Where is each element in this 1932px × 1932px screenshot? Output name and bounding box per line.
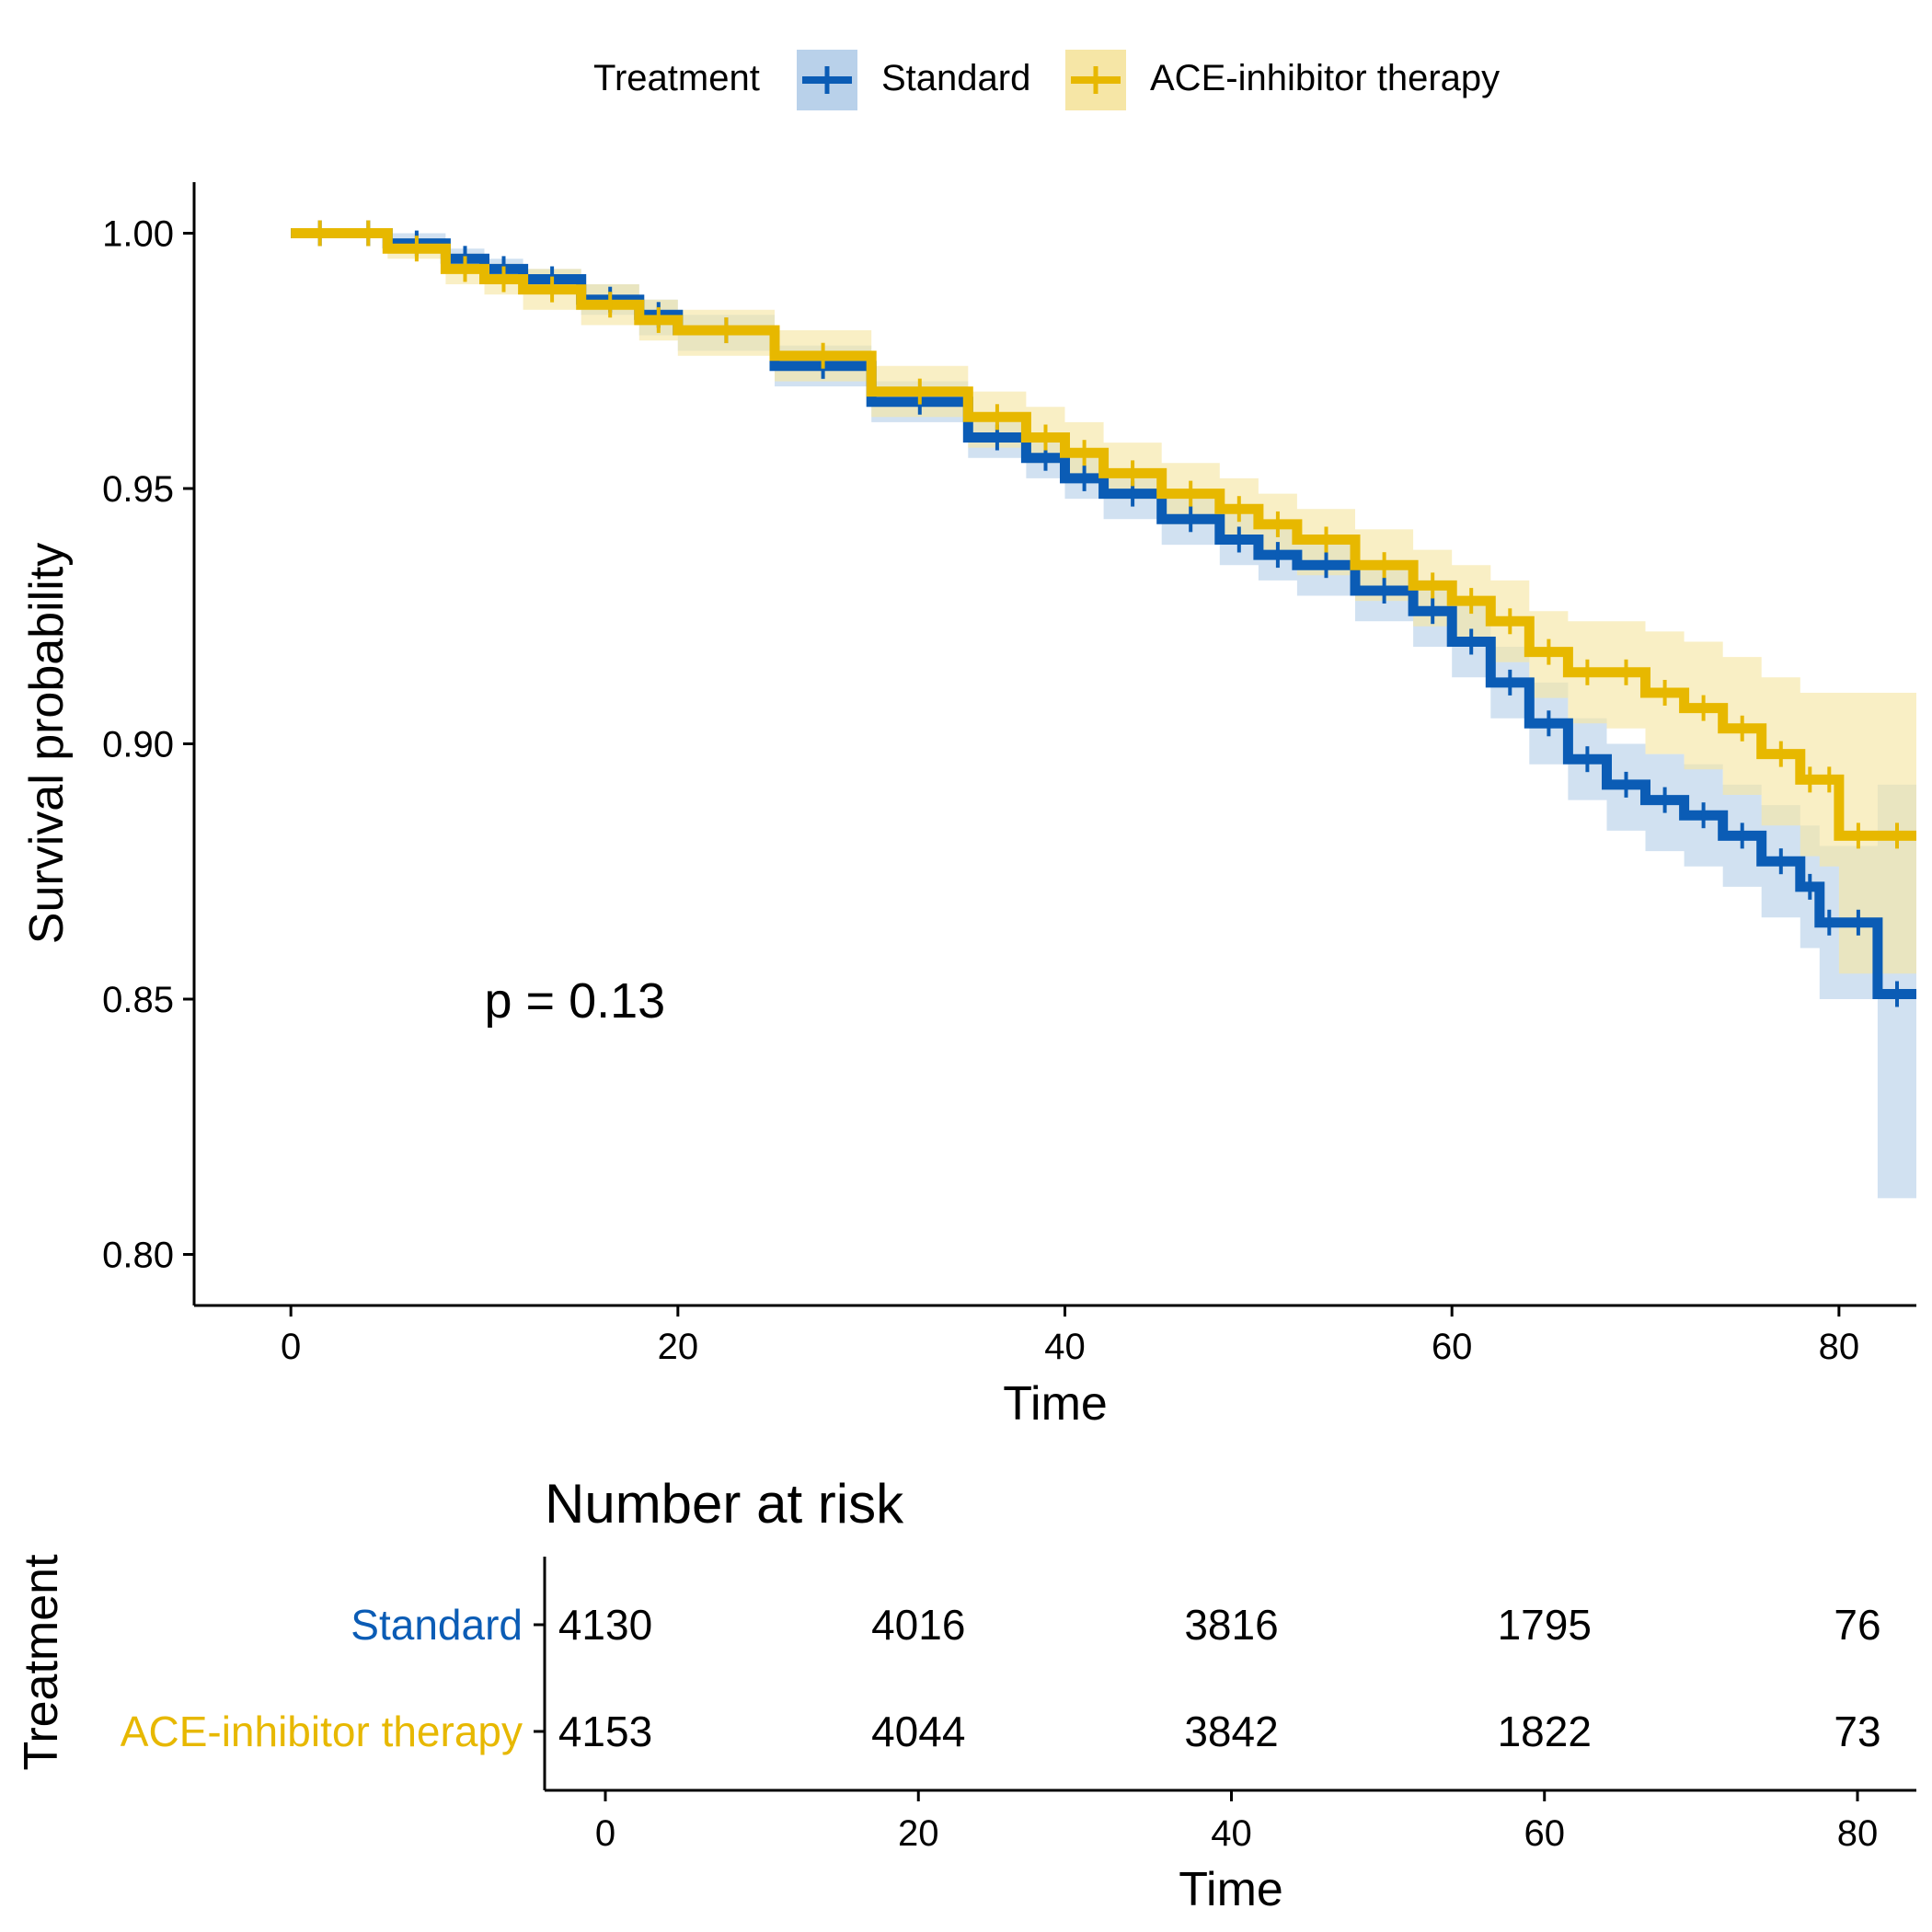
risk-table-rows: Standard 4130 4016 3816 1795 76 ACE-inhibitor … — [121, 1601, 1881, 1755]
risk-count: 4016 — [871, 1601, 965, 1649]
y-tick-label: 0.85 — [102, 980, 174, 1020]
x-axis-ticks: 0 20 40 60 80 — [281, 1305, 1859, 1367]
risk-count: 1822 — [1498, 1708, 1592, 1755]
risk-count: 3842 — [1184, 1708, 1278, 1755]
risk-table-y-label: Treatment — [15, 1554, 68, 1771]
risk-row-standard: Standard 4130 4016 3816 1795 76 — [351, 1601, 1880, 1649]
confidence-band-ace — [291, 233, 1917, 974]
main-plot: 0.800.850.900.951.00 0 20 40 60 80 p = 0.13 … — [20, 182, 1917, 1431]
risk-count: 3816 — [1184, 1601, 1278, 1649]
risk-table-title: Number at risk — [545, 1473, 904, 1535]
risk-x-tick-label: 0 — [595, 1813, 615, 1854]
legend-label-standard: Standard — [881, 58, 1030, 98]
risk-count: 4130 — [558, 1601, 652, 1649]
risk-count: 4044 — [871, 1708, 965, 1755]
risk-count: 1795 — [1498, 1601, 1592, 1649]
risk-row-ace: ACE-inhibitor therapy 4153 4044 3842 1822 73 — [121, 1708, 1881, 1755]
risk-x-tick-label: 20 — [898, 1813, 939, 1854]
x-tick-label: 20 — [658, 1327, 699, 1367]
risk-count: 4153 — [558, 1708, 652, 1755]
risk-table-x-ticks: 0 20 40 60 80 — [595, 1790, 1878, 1854]
censor-marks-standard — [317, 220, 1899, 1007]
x-tick-label: 40 — [1044, 1327, 1086, 1367]
y-tick-label: 1.00 — [102, 214, 174, 255]
legend-item-standard: Standard — [797, 50, 1030, 110]
survival-curve-standard — [291, 228, 1916, 999]
x-tick-label: 0 — [281, 1327, 301, 1367]
y-axis-label: Survival probability — [20, 543, 74, 944]
legend-label-ace: ACE-inhibitor therapy — [1150, 58, 1500, 98]
x-tick-label: 80 — [1819, 1327, 1860, 1367]
risk-row-label: Standard — [351, 1601, 523, 1649]
y-tick-label: 0.80 — [102, 1236, 174, 1276]
risk-x-tick-label: 80 — [1837, 1813, 1879, 1854]
survival-curves — [291, 220, 1916, 1007]
y-tick-label: 0.90 — [102, 725, 174, 765]
risk-x-tick-label: 60 — [1524, 1813, 1566, 1854]
x-axis-label: Time — [1003, 1377, 1108, 1431]
censor-marks-ace — [317, 220, 1899, 849]
p-value-annotation: p = 0.13 — [485, 973, 666, 1029]
risk-x-tick-label: 40 — [1211, 1813, 1252, 1854]
confidence-bands — [291, 233, 1917, 1199]
risk-count: 76 — [1834, 1601, 1880, 1649]
legend-item-ace: ACE-inhibitor therapy — [1065, 50, 1500, 110]
y-axis-ticks: 0.80 0.85 0.90 0.95 1.00 — [102, 214, 194, 1276]
risk-count: 73 — [1834, 1708, 1880, 1755]
x-tick-label: 60 — [1432, 1327, 1473, 1367]
risk-table: Number at risk Standard 4130 4016 3816 1795 7… — [15, 1473, 1916, 1916]
y-tick-label: 0.95 — [102, 469, 174, 510]
legend: Treatment Standard ACE-inhibitor therapy — [593, 50, 1500, 110]
risk-table-x-label: Time — [1179, 1863, 1283, 1916]
legend-title: Treatment — [593, 58, 760, 98]
risk-row-label: ACE-inhibitor therapy — [121, 1708, 523, 1755]
